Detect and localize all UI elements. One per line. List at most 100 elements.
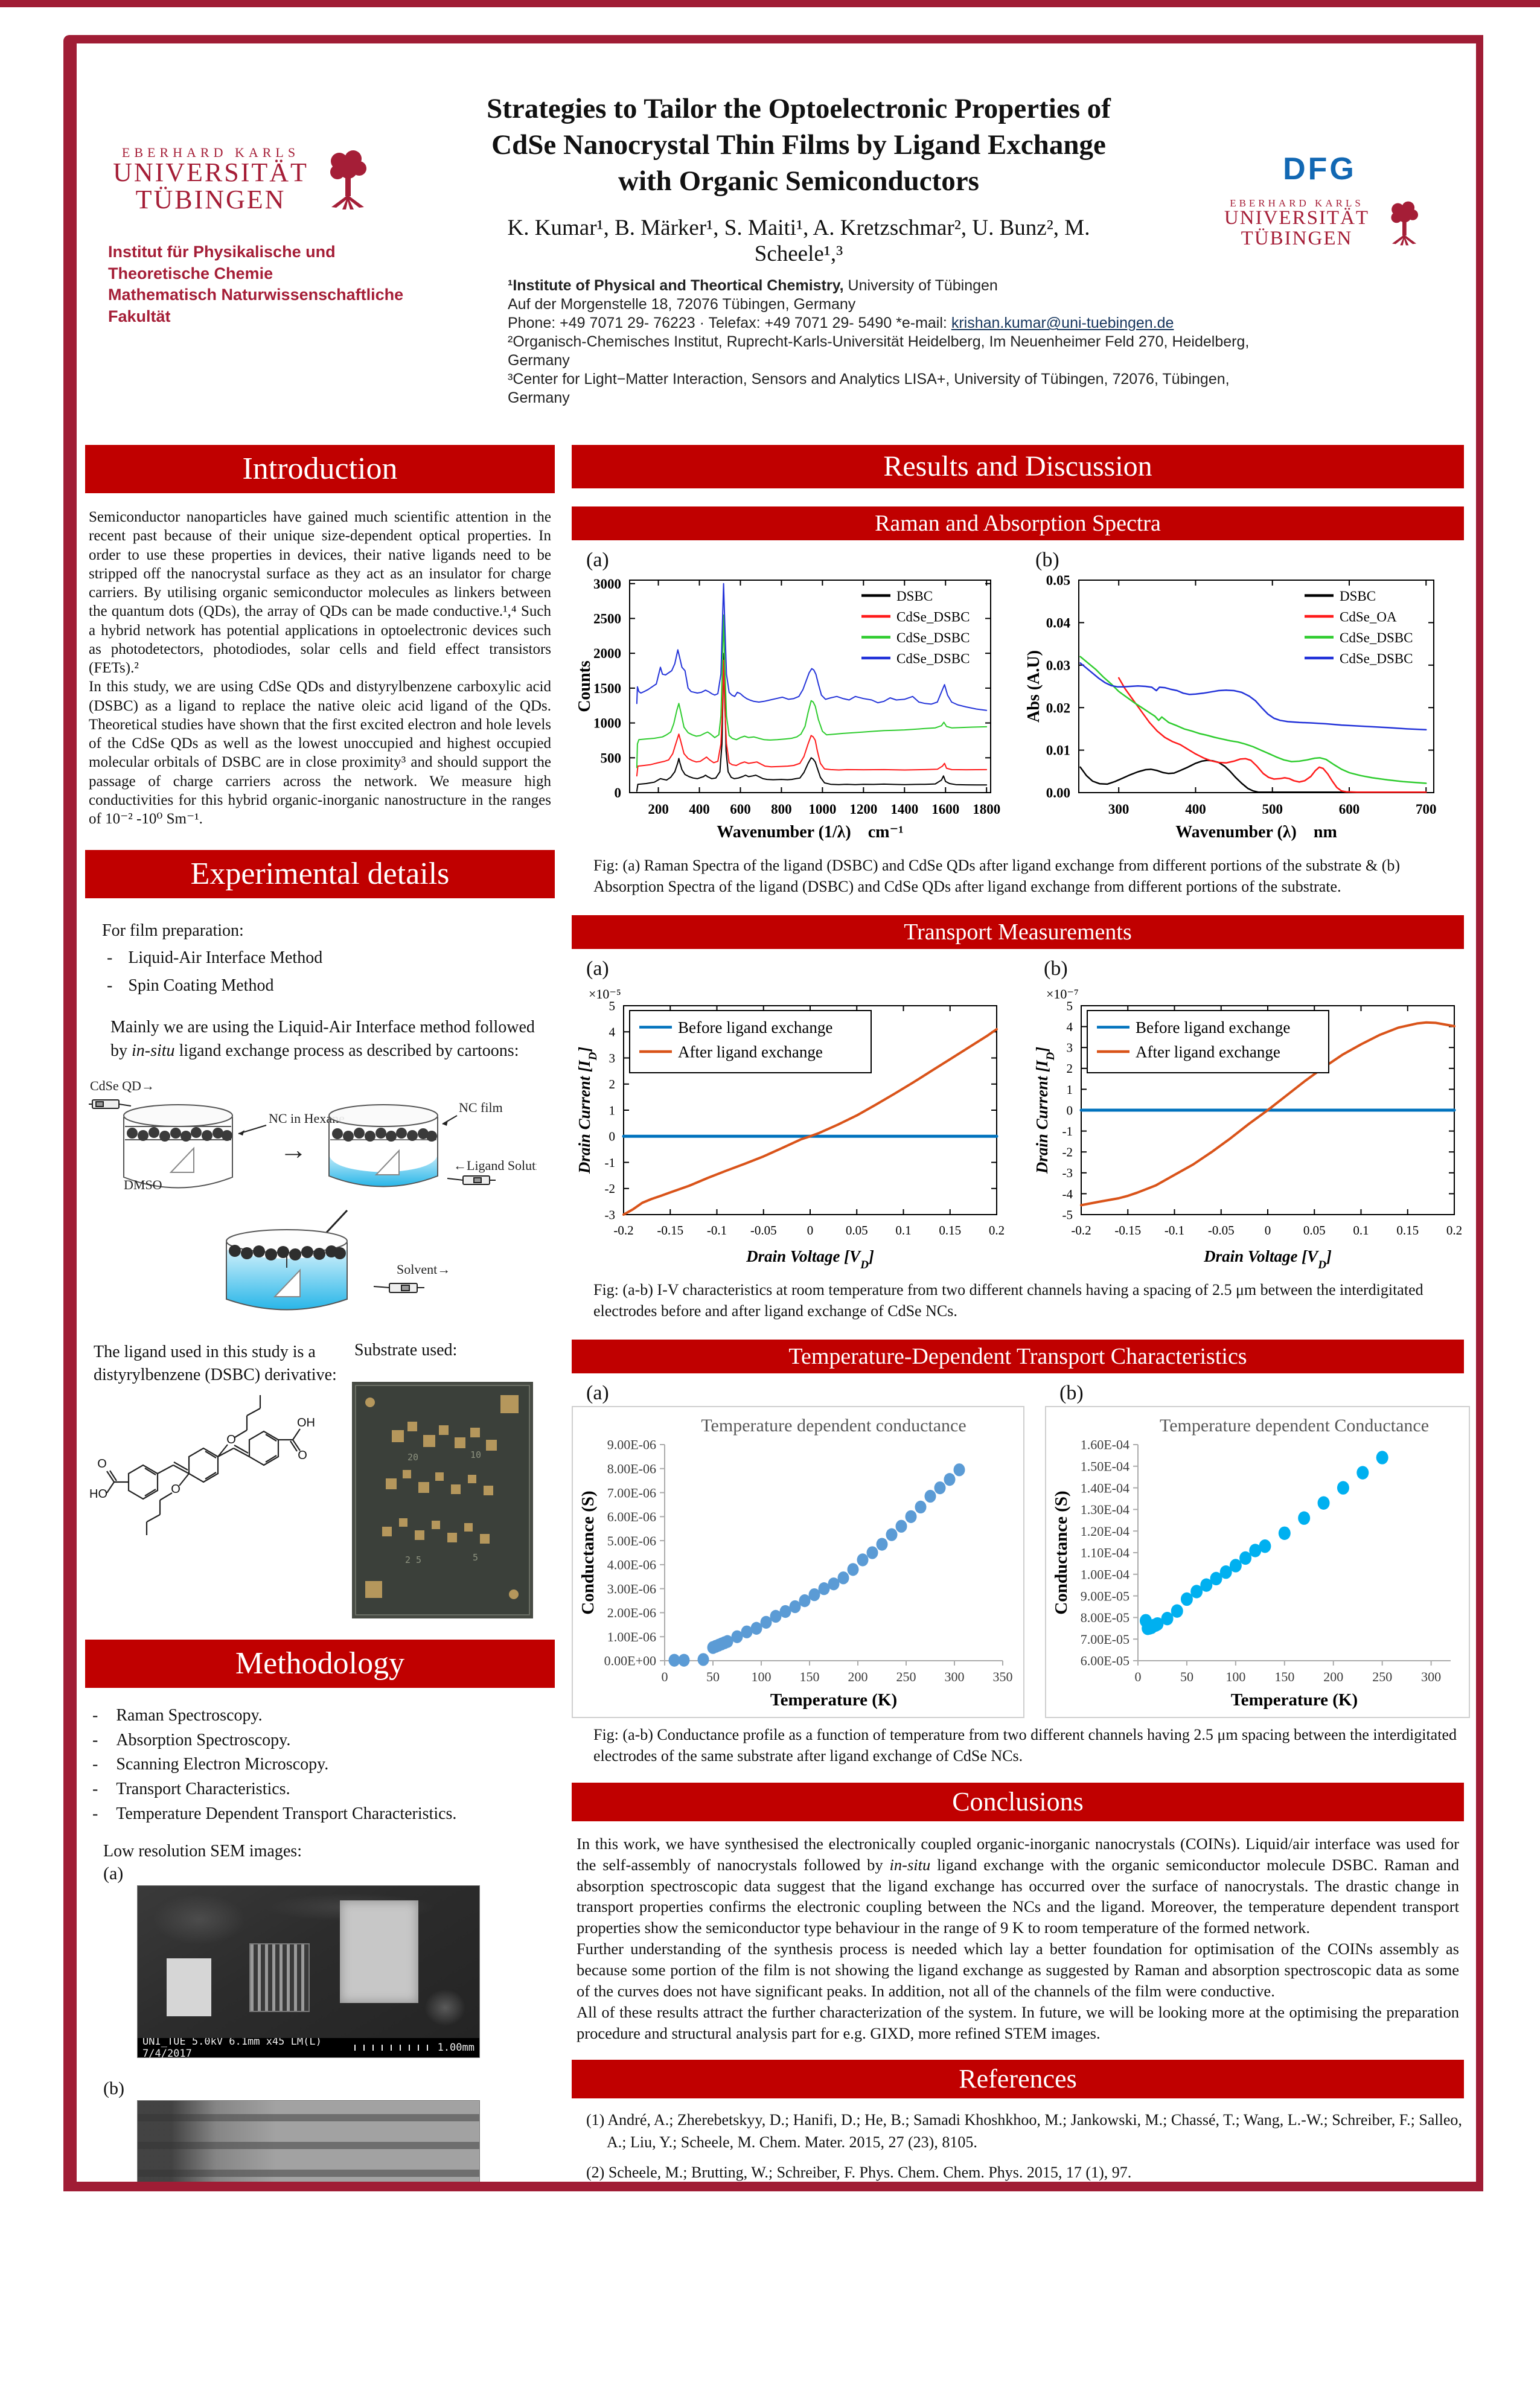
svg-text:Drain Current [ID]: Drain Current [ID] xyxy=(575,1047,599,1174)
ligand-block: The ligand used in this study is a disty… xyxy=(85,1341,337,1621)
sem-image-a: UNI_TUE 5.0kV 6.1mm x45 LM(L) 7/4/2017 1… xyxy=(137,1885,480,2060)
svg-text:CdSe_OA: CdSe_OA xyxy=(1340,609,1397,624)
svg-text:700: 700 xyxy=(1416,802,1437,817)
svg-text:Conductance (S): Conductance (S) xyxy=(578,1491,598,1615)
svg-text:1000: 1000 xyxy=(808,802,836,817)
section-experimental-details: Experimental details xyxy=(85,850,555,899)
sem-a-label: (a) xyxy=(103,1864,124,1884)
raman-chart-block: (a) 200 400 600 800 1000 1200 1400 1600 1800 0 500… xyxy=(572,549,1000,849)
svg-text:HO: HO xyxy=(89,1487,107,1501)
ligand-text: The ligand used in this study is a disty… xyxy=(94,1343,337,1384)
logo-tuebingen: TÜBINGEN xyxy=(135,185,286,215)
svg-text:1.40E-04: 1.40E-04 xyxy=(1081,1481,1129,1496)
svg-text:0.05: 0.05 xyxy=(846,1223,868,1238)
svg-text:-1: -1 xyxy=(605,1155,616,1170)
subsection-transport: Transport Measurements xyxy=(572,915,1464,950)
section-results: Results and Discussion xyxy=(572,445,1464,488)
svg-text:1400: 1400 xyxy=(890,802,918,817)
email-link[interactable]: krishan.kumar@uni-tuebingen.de xyxy=(951,315,1174,332)
section-references: References xyxy=(572,2060,1464,2099)
svg-text:×10⁻⁵: ×10⁻⁵ xyxy=(589,986,621,1002)
svg-text:0.02: 0.02 xyxy=(1046,700,1070,715)
svg-text:50: 50 xyxy=(706,1669,720,1684)
svg-text:0: 0 xyxy=(807,1223,814,1238)
panel-label: (a) xyxy=(586,1382,609,1405)
sem-image-b: UNI_TUE 10.0kV 27.0mm x1.50k LM(L) 7/4/2… xyxy=(137,2100,480,2182)
iv-b-chart-block: (b) -0.2 -0.15 -0.1 -0.05 0 0.05 0.1 0.15 0.2 -5-… xyxy=(1029,957,1466,1273)
svg-text:0: 0 xyxy=(1067,1104,1073,1118)
svg-text:400: 400 xyxy=(1185,802,1206,817)
svg-text:Wavenumber (λ) nm: Wavenumber (λ) nm xyxy=(1175,823,1337,842)
conductance-a-chart: 0 50 100 150 200 250 300 350 0.00E+00 1.00E-06 2.0… xyxy=(578,1416,1013,1710)
svg-text:-3: -3 xyxy=(605,1208,616,1222)
poster-title: Strategies to Tailor the Optoelectronic … xyxy=(487,93,1111,197)
svg-text:1200: 1200 xyxy=(849,802,877,817)
svg-text:0: 0 xyxy=(662,1669,668,1684)
methodology-list: - Raman Spectroscopy. - Absorption Spectro… xyxy=(85,1704,555,1826)
poster-header: EBERHARD KARLS UNIVERSITÄT TÜBINGEN xyxy=(85,91,1464,444)
svg-text:100: 100 xyxy=(1225,1669,1245,1684)
conclusion-paragraph: In this work, we have synthesised the el… xyxy=(577,1834,1459,1937)
svg-text:3: 3 xyxy=(609,1051,616,1065)
svg-text:-1: -1 xyxy=(1062,1124,1073,1139)
svg-text:1.00E-04: 1.00E-04 xyxy=(1081,1567,1129,1582)
svg-text:250: 250 xyxy=(896,1669,916,1684)
svg-text:7.00E-06: 7.00E-06 xyxy=(607,1486,656,1501)
transport-caption: Fig: (a-b) I-V characteristics at room t… xyxy=(593,1281,1423,1320)
dfg-logo: DFG xyxy=(1283,152,1356,187)
method-item: - Liquid-Air Interface Method xyxy=(107,948,323,968)
svg-text:0: 0 xyxy=(1135,1669,1142,1684)
university-logo-right: EBERHARD KARLS UNIVERSITÄT TÜBINGEN xyxy=(1218,198,1422,249)
section-methodology: Methodology xyxy=(85,1640,555,1688)
methodology-item: - Temperature Dependent Transport Charact… xyxy=(92,1804,457,1823)
svg-text:2 5: 2 5 xyxy=(405,1554,421,1565)
svg-text:20: 20 xyxy=(407,1452,418,1463)
svg-text:3000: 3000 xyxy=(593,577,621,592)
conductance-b-chart-block: (b) 0 50 100 150 200 250 300 6.00E-05 7.00E-05 8.… xyxy=(1045,1382,1470,1719)
svg-text:CdSe_DSBC: CdSe_DSBC xyxy=(1340,630,1413,645)
svg-text:-3: -3 xyxy=(1062,1166,1073,1180)
conclusion-paragraph: Further understanding of the synthesis p… xyxy=(577,1940,1459,2001)
affiliation-address: Auf der Morgenstelle 18, 72076 Tübingen,… xyxy=(508,296,856,313)
svg-text:6.00E-05: 6.00E-05 xyxy=(1081,1653,1129,1669)
svg-text:-4: -4 xyxy=(1062,1187,1073,1201)
methodology-item: - Transport Characteristics. xyxy=(92,1779,290,1798)
svg-text:0.2: 0.2 xyxy=(1446,1223,1462,1238)
method-item: - Spin Coating Method xyxy=(107,976,274,995)
conclusions-text: In this work, we have synthesised the el… xyxy=(572,1833,1464,2045)
svg-text:300: 300 xyxy=(945,1669,965,1684)
svg-text:1500: 1500 xyxy=(593,681,621,696)
interdigitated-pattern xyxy=(249,1943,310,2013)
svg-text:OH: OH xyxy=(297,1416,315,1430)
svg-text:500: 500 xyxy=(1262,802,1283,817)
scale-ruler xyxy=(354,2045,433,2051)
svg-text:0.1: 0.1 xyxy=(1353,1223,1369,1238)
left-column: Introduction Semiconductor nanoparticles… xyxy=(85,445,555,2182)
section-introduction: Introduction xyxy=(85,445,555,493)
svg-text:5: 5 xyxy=(609,999,616,1014)
svg-text:1.00E-06: 1.00E-06 xyxy=(607,1629,656,1644)
svg-text:150: 150 xyxy=(800,1669,820,1684)
svg-text:CdSe_DSBC: CdSe_DSBC xyxy=(1340,651,1413,666)
svg-text:Drain Voltage [VD]: Drain Voltage [VD] xyxy=(746,1247,874,1270)
conductance-a-chart-block: (a) 0 50 100 150 200 250 300 350 0.00E+00 1.00E-0… xyxy=(572,1382,1024,1719)
svg-text:0.15: 0.15 xyxy=(1396,1223,1419,1238)
svg-text:0.00E+00: 0.00E+00 xyxy=(604,1653,656,1669)
svg-text:1800: 1800 xyxy=(973,802,1000,817)
nc-film-label: NC film xyxy=(459,1100,503,1115)
svg-text:After ligand exchange: After ligand exchange xyxy=(678,1043,823,1061)
svg-text:-0.1: -0.1 xyxy=(1165,1223,1184,1238)
syringe-icon xyxy=(373,1283,424,1294)
svg-text:CdSe_DSBC: CdSe_DSBC xyxy=(896,651,970,666)
subsection-raman-absorption: Raman and Absorption Spectra xyxy=(572,506,1464,540)
funding-logos: DFG EBERHARD KARLS UNIVERSITÄT TÜBINGEN xyxy=(1218,151,1422,249)
svg-text:2: 2 xyxy=(1067,1061,1073,1076)
subsection-temperature-transport: Temperature-Dependent Transport Characte… xyxy=(572,1340,1464,1374)
ligand-exchange-cartoon: DMSO CdSe QD→ NC in Hexane xyxy=(89,1078,552,1311)
affiliation-contact: Phone: +49 7071 29- 76223 · Telefax: +49… xyxy=(508,315,1174,332)
svg-text:2500: 2500 xyxy=(593,612,621,627)
substrate-photo: 20 10 2 5 5 xyxy=(352,1382,533,1619)
section-conclusions: Conclusions xyxy=(572,1782,1464,1821)
methodology-item: - Absorption Spectroscopy. xyxy=(92,1730,291,1749)
institute-name: Institut für Physikalische und Theoretis… xyxy=(108,243,404,326)
